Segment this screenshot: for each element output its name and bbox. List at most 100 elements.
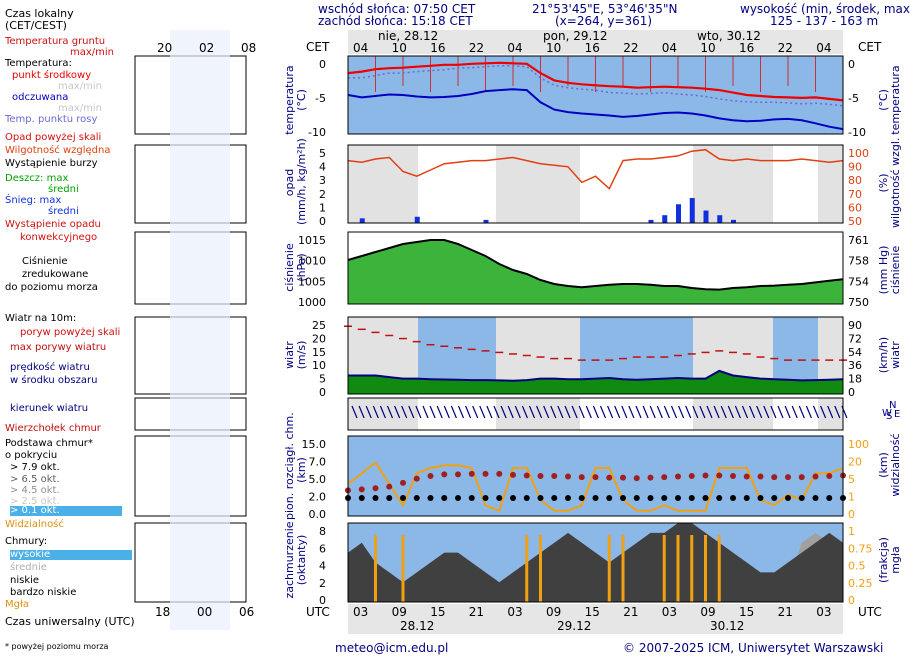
legend-high: wysokie xyxy=(10,550,132,560)
pressure-axis-label-left: ciśnienie (hPa) xyxy=(283,243,309,292)
mini-legend-chart: 20 02 08 18 00 06 xyxy=(134,30,256,630)
cloud-base-dot xyxy=(798,495,805,501)
bottom-hour-tick: 21 xyxy=(623,605,638,619)
footer-email[interactable]: meteo@icm.edu.pl xyxy=(335,641,449,655)
cloud-top-dot xyxy=(523,472,530,479)
legend-okt-25: > 2.5 okt. xyxy=(10,496,60,507)
cloud-base-dot xyxy=(620,495,626,501)
bottom-hour-tick: 21 xyxy=(778,605,793,619)
y-tick: 60 xyxy=(848,201,862,214)
wind-dir-arrow xyxy=(358,405,365,419)
wind-dir-arrow xyxy=(685,405,692,419)
felt-temp-line xyxy=(347,88,844,131)
top-day-label: pon, 29.12 xyxy=(543,29,608,43)
cloud-top-dot xyxy=(510,471,516,478)
y-tick: 750 xyxy=(848,296,869,309)
night-band xyxy=(818,145,843,223)
wind-dir-arrow xyxy=(465,405,472,419)
top-hour-tick: 22 xyxy=(469,41,484,55)
bottom-hour-tick: 09 xyxy=(700,605,715,619)
legend-medium: średnie xyxy=(10,562,47,573)
wind-dir-arrow xyxy=(379,405,386,419)
cloud-top-dot xyxy=(565,473,571,480)
cloud-base-dot xyxy=(688,495,695,501)
y-tick: 54 xyxy=(848,346,862,359)
legend-rain-max: Deszcz: max xyxy=(5,173,69,184)
panel-border xyxy=(347,435,844,517)
legend-low: niskie xyxy=(10,575,40,586)
top-hour-tick: 22 xyxy=(778,41,793,55)
wind-dir-arrow xyxy=(408,405,415,419)
legend-okt-65: > 6.5 okt. xyxy=(10,474,60,485)
legend-conv-precip-2: konwekcyjnego xyxy=(20,232,98,243)
cloud-top-dot xyxy=(372,485,379,492)
cloud-base-dot xyxy=(771,495,778,501)
compass-s: S xyxy=(886,411,893,422)
utc-label-left: UTC xyxy=(306,605,330,619)
cloud-base-dot xyxy=(358,495,365,501)
cloud-base-dot xyxy=(551,495,558,501)
cloud-base-dot xyxy=(537,495,544,501)
cloud-base-dot xyxy=(716,495,723,501)
top-axis-band xyxy=(348,30,843,54)
legend-felt: odczuwana xyxy=(12,92,69,103)
y-tick: -5 xyxy=(315,92,326,105)
fog-bar xyxy=(690,535,694,602)
snow-bar xyxy=(662,215,668,223)
fog-bar xyxy=(539,535,542,602)
snow-bar xyxy=(483,219,489,223)
y-tick: 0.5 xyxy=(848,560,866,573)
compass-e: E xyxy=(894,409,901,420)
wind-dir-arrow xyxy=(820,405,827,419)
y-tick: 15 xyxy=(312,346,326,359)
cloud-base-dot xyxy=(565,495,571,501)
fog-bar xyxy=(401,535,405,602)
y-tick: 18 xyxy=(848,373,862,386)
sunset: zachód słońca: 15:18 CET xyxy=(318,14,473,28)
cloud-top-dot xyxy=(785,474,791,481)
wind-dir-arrow xyxy=(834,405,841,419)
night-band xyxy=(348,145,418,223)
wind-dir-arrow xyxy=(805,405,812,419)
y-tick: 70 xyxy=(848,188,862,201)
bottom-hour-tick: 15 xyxy=(585,605,600,619)
legend-precip-above: Opad powyżej skali xyxy=(5,132,102,143)
night-band xyxy=(496,145,580,223)
wind-dir-arrow xyxy=(812,405,820,419)
cloud-top-dot xyxy=(620,474,626,481)
top-hour-tick: 10 xyxy=(700,41,715,55)
wind-dir-arrow xyxy=(599,405,607,419)
pressure-axis-label-right: (mm Hg) ciśnienie xyxy=(877,245,903,295)
dew-point-line xyxy=(348,65,844,107)
legend-okt-79: > 7.9 okt. xyxy=(10,462,60,473)
mini-highlight xyxy=(170,30,230,630)
cloud-top-dot xyxy=(468,470,475,477)
cloud-base-dot xyxy=(730,495,736,501)
legend-time-local-sub: (CET/CEST) xyxy=(5,19,67,32)
legend-time-local: Czas lokalny xyxy=(5,7,74,20)
y-tick: 2 xyxy=(319,577,326,590)
legend-wind-speed-1: prędkość wiatru xyxy=(10,362,90,373)
legend-rain-avg: średni xyxy=(48,184,79,195)
top-day-label: wto, 30.12 xyxy=(697,29,761,43)
legend-fog: Mgła xyxy=(5,599,29,610)
wind-dir-arrow xyxy=(507,405,514,419)
cloud-top-dot xyxy=(537,473,544,479)
top-hour-tick: 22 xyxy=(623,41,638,55)
panel-border xyxy=(347,522,844,603)
cloud-top-dot xyxy=(647,474,654,481)
coordinates: 21°53'45"E, 53°46'35"N xyxy=(532,2,678,16)
wind-dir-arrow xyxy=(749,405,756,419)
bottom-hour-tick: 09 xyxy=(392,605,407,619)
bottom-hour-tick: 21 xyxy=(469,605,484,619)
cloud-base-dot xyxy=(510,495,516,501)
y-tick: 0 xyxy=(319,594,326,607)
precip-axis-label-right: (%) wilgotność wzgl. xyxy=(877,137,903,228)
bottom-hour-tick: 03 xyxy=(816,605,831,619)
top-hour-tick: 04 xyxy=(816,41,831,55)
cloud-base-dot xyxy=(482,495,489,501)
legend-center-point: punkt środkowy xyxy=(12,70,92,81)
mini-top-tick: 20 xyxy=(157,41,172,55)
cloud-base-dot xyxy=(441,495,448,501)
bottom-day-label: 29.12 xyxy=(557,619,591,633)
